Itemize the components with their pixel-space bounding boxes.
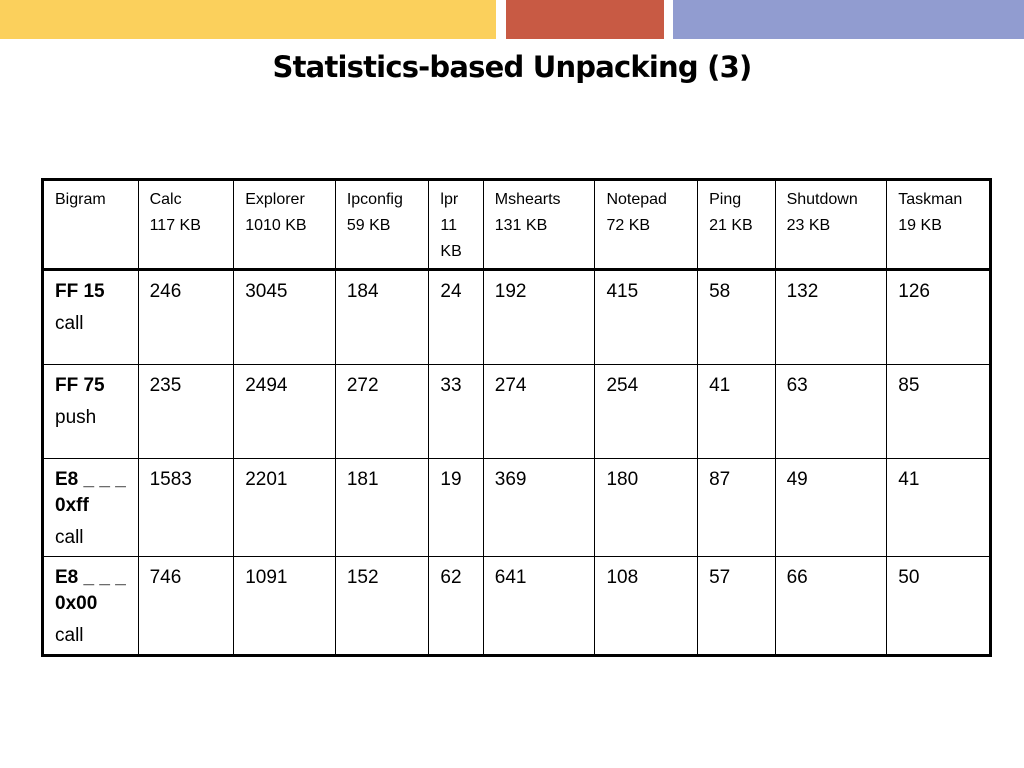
header-cell: Ipconfig 59 KB: [334, 179, 430, 270]
value-cell: 85: [886, 364, 991, 459]
header-program: Explorer: [245, 191, 305, 208]
header-size: 1010 KB: [245, 217, 307, 234]
header-cell: Shutdown 23 KB: [774, 179, 888, 270]
value-cell: 415: [594, 269, 699, 365]
bigram-op: call: [55, 625, 84, 646]
value-cell: 152: [334, 556, 430, 656]
bigram-op: push: [55, 407, 97, 428]
value-cell: 272: [334, 364, 430, 459]
value-cell: 41: [697, 364, 776, 459]
value-cell: 3045: [233, 269, 336, 365]
header-size: 131 KB: [494, 217, 548, 234]
header-size: 23 KB: [786, 217, 831, 234]
decor-bar-red: [506, 0, 664, 39]
table-row: FF 15 call 246 3045 184 24 192 415 58 132…: [42, 269, 991, 365]
bigram-cell: E8 _ _ _ 0xff call: [42, 458, 139, 557]
bigram-op: call: [55, 313, 84, 334]
header-program: Shutdown: [786, 191, 858, 208]
header-program: Calc: [149, 191, 182, 208]
table-row: E8 _ _ _ 0xff call 1583 2201 181 19 369 1…: [42, 458, 991, 557]
header-program: Mshearts: [494, 191, 561, 208]
value-cell: 108: [594, 556, 699, 656]
value-cell: 1583: [137, 458, 235, 557]
value-cell: 246: [137, 269, 235, 365]
header-size: 59 KB: [346, 217, 391, 234]
header-cell-bigram: Bigram: [42, 179, 139, 270]
header-cell: Mshearts 131 KB: [482, 179, 596, 270]
value-cell: 19: [428, 458, 484, 557]
bigram-code: FF 75: [55, 375, 105, 396]
value-cell: 2201: [233, 458, 336, 557]
header-cell: Explorer 1010 KB: [233, 179, 336, 270]
header-cell: Calc 117 KB: [137, 179, 235, 270]
table-header-row: Bigram Calc 117 KB Explorer 1010 KB Ipconf…: [42, 179, 991, 270]
header-size: 72 KB: [606, 217, 651, 234]
value-cell: 132: [774, 269, 888, 365]
header-program: Ping: [709, 191, 742, 208]
slide-title: Statistics-based Unpacking (3): [272, 50, 753, 84]
bigram-code: FF 15: [55, 281, 105, 302]
decor-bar-blue: [673, 0, 1024, 39]
value-cell: 2494: [233, 364, 336, 459]
value-cell: 369: [482, 458, 596, 557]
value-cell: 66: [774, 556, 888, 656]
value-cell: 33: [428, 364, 484, 459]
header-size: 117 KB: [149, 217, 201, 234]
value-cell: 254: [594, 364, 699, 459]
header-label: Bigram: [55, 191, 106, 208]
value-cell: 180: [594, 458, 699, 557]
value-cell: 58: [697, 269, 776, 365]
bigram-cell: E8 _ _ _ 0x00 call: [42, 556, 139, 656]
value-cell: 49: [774, 458, 888, 557]
value-cell: 41: [886, 458, 991, 557]
bigram-code: E8 _ _ _ 0xff: [55, 469, 126, 516]
header-program: Ipconfig: [346, 191, 403, 208]
table-row: E8 _ _ _ 0x00 call 746 1091 152 62 641 10…: [42, 556, 991, 656]
header-cell: lpr 11 KB: [428, 179, 484, 270]
header-program: Taskman: [898, 191, 963, 208]
value-cell: 235: [137, 364, 235, 459]
header-size: 19 KB: [898, 217, 942, 234]
value-cell: 50: [886, 556, 991, 656]
table-row: FF 75 push 235 2494 272 33 274 254 41 63 …: [42, 364, 991, 459]
value-cell: 641: [482, 556, 596, 656]
value-cell: 87: [697, 458, 776, 557]
header-program: lpr: [440, 191, 459, 208]
value-cell: 57: [697, 556, 776, 656]
value-cell: 63: [774, 364, 888, 459]
value-cell: 126: [886, 269, 991, 365]
value-cell: 274: [482, 364, 596, 459]
value-cell: 181: [334, 458, 430, 557]
bigram-cell: FF 15 call: [42, 269, 139, 365]
value-cell: 1091: [233, 556, 336, 656]
bigram-code: E8 _ _ _ 0x00: [55, 567, 126, 614]
value-cell: 184: [334, 269, 430, 365]
value-cell: 746: [137, 556, 235, 656]
header-cell: Ping 21 KB: [697, 179, 776, 270]
bigram-statistics-table: Bigram Calc 117 KB Explorer 1010 KB Ipconf…: [41, 178, 992, 657]
header-cell: Taskman 19 KB: [886, 179, 991, 270]
value-cell: 192: [482, 269, 596, 365]
header-size: 11 KB: [440, 217, 462, 260]
header-program: Notepad: [606, 191, 667, 208]
bigram-cell: FF 75 push: [42, 364, 139, 459]
value-cell: 62: [428, 556, 484, 656]
value-cell: 24: [428, 269, 484, 365]
header-size: 21 KB: [709, 217, 753, 234]
header-cell: Notepad 72 KB: [594, 179, 699, 270]
decor-bar-yellow: [0, 0, 496, 39]
bigram-op: call: [55, 527, 84, 548]
